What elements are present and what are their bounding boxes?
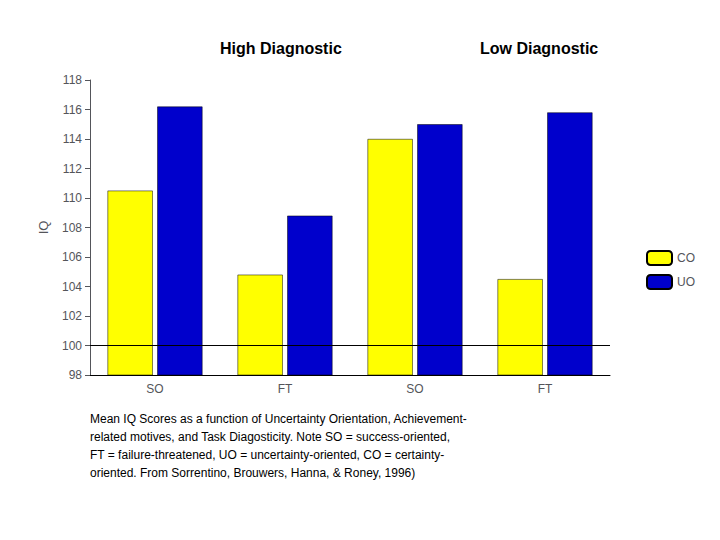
svg-text:related motives, and Task Diag: related motives, and Task Diagosticity. … [90, 430, 450, 444]
svg-text:FT: FT [278, 382, 293, 396]
svg-text:High Diagnostic: High Diagnostic [220, 40, 342, 57]
svg-text:104: 104 [62, 280, 82, 294]
svg-text:118: 118 [63, 73, 82, 87]
svg-text:UO: UO [677, 275, 695, 289]
svg-text:IQ: IQ [36, 221, 51, 235]
svg-text:98: 98 [69, 368, 83, 382]
svg-text:FT = failure-threatened, UO =: FT = failure-threatened, UO = uncertaint… [90, 448, 444, 462]
svg-text:Mean IQ Scores as a function o: Mean IQ Scores as a function of Uncertai… [90, 412, 467, 426]
svg-text:SO: SO [146, 382, 163, 396]
svg-text:112: 112 [63, 162, 82, 176]
svg-text:110: 110 [63, 191, 82, 205]
svg-text:FT: FT [538, 382, 553, 396]
svg-text:CO: CO [677, 251, 695, 265]
svg-text:116: 116 [63, 103, 82, 117]
svg-text:oriented. From Sorrentino, Bro: oriented. From Sorrentino, Brouwers, Han… [90, 466, 415, 480]
svg-text:102: 102 [62, 309, 82, 323]
svg-text:114: 114 [63, 132, 82, 146]
svg-text:Low Diagnostic: Low Diagnostic [480, 40, 598, 57]
svg-text:106: 106 [62, 250, 82, 264]
svg-text:100: 100 [62, 339, 82, 353]
svg-text:SO: SO [406, 382, 423, 396]
svg-text:108: 108 [62, 221, 82, 235]
